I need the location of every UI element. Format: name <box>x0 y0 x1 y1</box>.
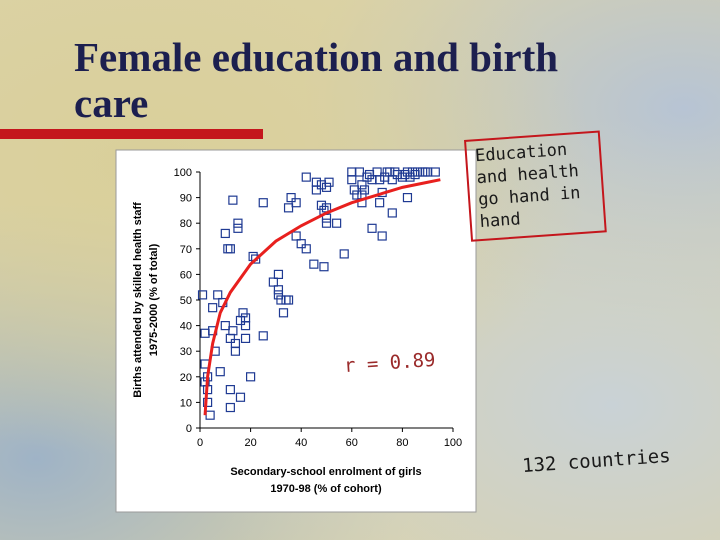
y-tick-label: 70 <box>180 244 192 256</box>
x-tick-label: 20 <box>244 437 256 449</box>
point <box>377 231 387 241</box>
point <box>407 167 418 177</box>
x-tick-label: 0 <box>197 437 203 449</box>
point <box>367 223 377 233</box>
point <box>430 167 440 177</box>
point <box>387 208 397 218</box>
point <box>228 326 238 336</box>
point <box>357 180 367 190</box>
y-tick-label: 100 <box>174 167 192 179</box>
y-axis-label: Births attended by skilled health staff <box>132 202 144 398</box>
point <box>225 385 235 395</box>
y-tick-label: 40 <box>180 321 192 333</box>
point <box>352 190 362 200</box>
point <box>301 244 311 254</box>
point <box>278 308 289 318</box>
point <box>273 285 284 295</box>
point <box>233 223 243 233</box>
point <box>286 193 296 203</box>
point <box>240 333 251 343</box>
x-axis-label: 1970-98 (% of cohort) <box>270 483 382 495</box>
point <box>324 177 334 187</box>
y-tick-label: 80 <box>180 218 192 230</box>
point <box>197 290 208 300</box>
point <box>332 218 342 228</box>
slide-title: Female education and birth care <box>74 34 559 126</box>
point <box>208 303 218 313</box>
point <box>251 254 261 264</box>
point <box>283 203 294 213</box>
point <box>359 185 370 195</box>
point <box>268 277 278 287</box>
point <box>220 228 230 239</box>
point <box>347 175 357 185</box>
y-tick-label: 50 <box>180 295 192 307</box>
point <box>405 172 415 182</box>
point <box>230 346 241 356</box>
x-tick-label: 60 <box>346 437 358 449</box>
point <box>309 259 319 269</box>
y-tick-label: 90 <box>180 193 192 205</box>
point <box>220 321 230 331</box>
point <box>291 231 301 241</box>
point <box>291 198 301 208</box>
fit-curve <box>203 178 441 416</box>
y-axis-label: 1975-2000 (% of total) <box>148 243 160 356</box>
y-tick-label: 0 <box>186 423 192 435</box>
point <box>258 198 268 208</box>
point <box>225 244 235 254</box>
x-axis-label: Secondary-school enrolment of girls <box>230 466 421 478</box>
y-tick-label: 10 <box>180 397 192 409</box>
point <box>349 185 359 195</box>
point <box>228 195 238 205</box>
y-tick-label: 60 <box>180 269 192 281</box>
point <box>213 290 223 300</box>
point <box>319 262 329 272</box>
point <box>375 175 385 185</box>
point <box>301 172 311 182</box>
point <box>283 295 294 305</box>
point <box>215 367 225 377</box>
point <box>235 392 246 402</box>
point <box>402 193 413 203</box>
point <box>273 290 284 300</box>
point <box>375 198 385 208</box>
point <box>354 167 364 177</box>
annotation-box: Education and health go hand in hand <box>464 130 607 242</box>
point <box>238 308 248 318</box>
point <box>273 269 284 279</box>
point <box>246 372 256 382</box>
x-tick-label: 40 <box>295 437 307 449</box>
point <box>321 182 332 192</box>
point <box>362 172 372 182</box>
point <box>240 321 251 331</box>
chart-frame <box>115 149 477 513</box>
x-tick-label: 100 <box>444 437 462 449</box>
y-tick-label: 20 <box>180 372 192 384</box>
point <box>390 167 400 177</box>
title-underline <box>0 129 263 139</box>
y-tick-label: 30 <box>180 346 192 358</box>
x-tick-label: 80 <box>396 437 408 449</box>
point <box>339 249 349 259</box>
point <box>321 218 332 228</box>
point <box>311 177 321 187</box>
point <box>258 331 268 341</box>
point <box>225 402 235 413</box>
point <box>296 239 306 249</box>
point <box>316 200 327 210</box>
point <box>233 218 243 228</box>
